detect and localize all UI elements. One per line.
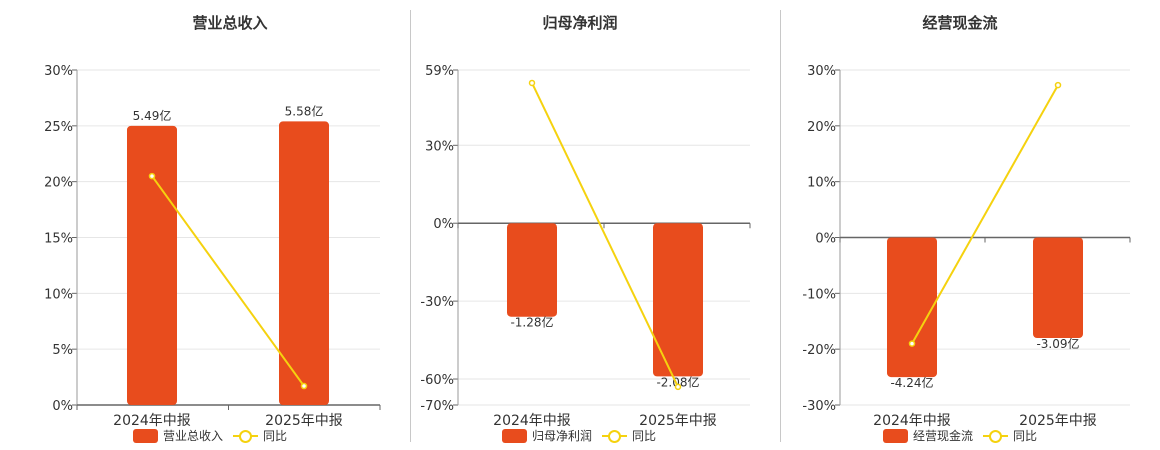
legend-net-profit[interactable]: 归母净利润 同比 xyxy=(502,427,656,444)
chart-title-cash-flow: 经营现金流 xyxy=(922,14,998,32)
y-tick-label: 25% xyxy=(44,120,73,135)
bar xyxy=(887,237,937,378)
yoy-point xyxy=(148,172,156,180)
legend-cash-flow[interactable]: 经营现金流 同比 xyxy=(883,427,1037,444)
y-tick-label: 0% xyxy=(815,232,836,247)
legend-bar-swatch xyxy=(883,428,908,443)
y-tick-label: 59% xyxy=(425,64,454,79)
y-tick-label: 30% xyxy=(44,64,73,79)
legend-bar-swatch xyxy=(133,428,158,443)
yoy-line xyxy=(911,84,1059,345)
x-category-label: 2025年中报 xyxy=(1019,413,1097,429)
bar xyxy=(279,121,329,405)
bar-value-label: -1.28亿 xyxy=(510,315,553,330)
bar xyxy=(127,125,177,405)
yoy-point xyxy=(528,79,536,87)
legend-line-label: 同比 xyxy=(1013,429,1038,443)
y-tick-label: -20% xyxy=(802,343,836,358)
y-tick-label: 10% xyxy=(807,176,836,191)
yoy-point xyxy=(1054,81,1062,89)
y-tick-label: -30% xyxy=(420,295,454,310)
yoy-line xyxy=(531,82,679,388)
y-tick-label: 20% xyxy=(44,176,73,191)
bar-value-label: 5.58亿 xyxy=(285,103,324,118)
y-tick-label: 30% xyxy=(807,64,836,79)
x-category-label: 2025年中报 xyxy=(265,413,343,429)
x-category-label: 2024年中报 xyxy=(493,413,571,429)
chart-title-revenue: 营业总收入 xyxy=(192,14,268,32)
panel-divider xyxy=(410,10,411,442)
legend-bar-label: 归母净利润 xyxy=(532,429,593,443)
y-tick-label: 5% xyxy=(52,343,73,358)
legend-bar-label: 营业总收入 xyxy=(163,429,224,443)
y-tick-label: -70% xyxy=(420,399,454,414)
bar-value-label: -3.09亿 xyxy=(1036,336,1079,351)
y-tick-label: 0% xyxy=(52,399,73,414)
legend-revenue[interactable]: 营业总收入 同比 xyxy=(133,427,287,444)
legend-bar-label: 经营现金流 xyxy=(913,429,974,443)
legend-line-label: 同比 xyxy=(632,429,657,443)
y-tick-label: 0% xyxy=(433,217,454,232)
legend-line-label: 同比 xyxy=(263,429,288,443)
y-tick-label: -60% xyxy=(420,373,454,388)
bar-value-label: -2.08亿 xyxy=(656,374,699,389)
y-tick-label: -10% xyxy=(802,287,836,302)
x-category-label: 2025年中报 xyxy=(639,413,717,429)
yoy-point xyxy=(908,340,916,347)
y-tick-label: 30% xyxy=(425,139,454,154)
legend-line-swatch xyxy=(983,429,1009,443)
x-category-label: 2024年中报 xyxy=(873,413,951,429)
bar-value-label: -4.24亿 xyxy=(890,375,933,390)
bar-value-label: 5.49亿 xyxy=(133,108,172,123)
bar xyxy=(653,223,703,377)
yoy-line xyxy=(151,175,305,387)
y-tick-label: 10% xyxy=(44,287,73,302)
legend-line-swatch xyxy=(602,429,628,443)
y-tick-label: 15% xyxy=(44,232,73,247)
yoy-point xyxy=(674,383,682,391)
bar xyxy=(507,223,557,317)
chart-title-net-profit: 归母净利润 xyxy=(542,14,618,32)
legend-line-swatch xyxy=(233,429,259,443)
yoy-point xyxy=(300,382,308,390)
y-tick-label: -30% xyxy=(802,399,836,414)
x-category-label: 2024年中报 xyxy=(113,413,191,429)
y-tick-label: 20% xyxy=(807,120,836,135)
bar xyxy=(1033,237,1083,338)
panel-divider xyxy=(780,10,781,442)
legend-bar-swatch xyxy=(502,428,527,443)
